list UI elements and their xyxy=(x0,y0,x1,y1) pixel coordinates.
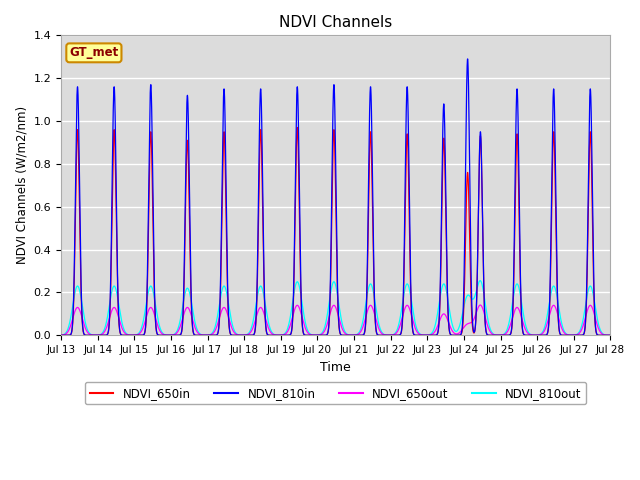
Text: GT_met: GT_met xyxy=(69,47,118,60)
Title: NDVI Channels: NDVI Channels xyxy=(279,15,392,30)
X-axis label: Time: Time xyxy=(321,360,351,373)
Legend: NDVI_650in, NDVI_810in, NDVI_650out, NDVI_810out: NDVI_650in, NDVI_810in, NDVI_650out, NDV… xyxy=(85,382,586,404)
Y-axis label: NDVI Channels (W/m2/nm): NDVI Channels (W/m2/nm) xyxy=(15,106,28,264)
